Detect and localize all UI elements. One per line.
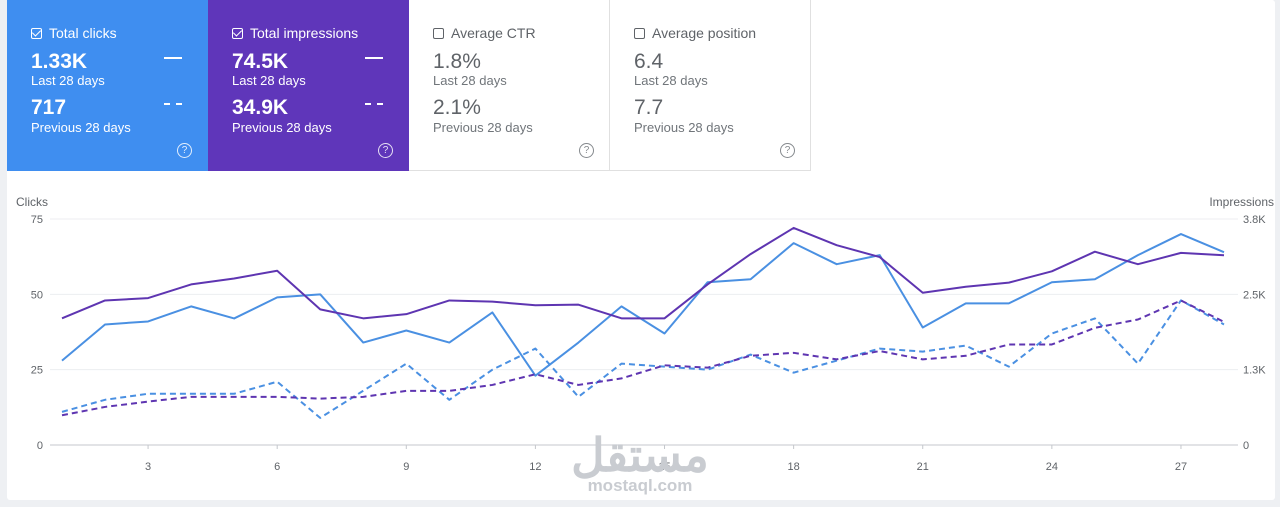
watermark-latin: mostaql.com bbox=[587, 476, 693, 495]
watermark-arabic: مستقل bbox=[571, 429, 709, 481]
y-tick-label: 50 bbox=[31, 289, 43, 301]
checkbox-icon[interactable] bbox=[31, 27, 42, 39]
y-axis-label: Clicks bbox=[16, 195, 48, 209]
card-header[interactable]: Total impressions bbox=[232, 25, 358, 41]
help-circle-icon[interactable]: ? bbox=[780, 143, 795, 158]
current-period: Last 28 days bbox=[433, 73, 507, 88]
previous-value: 717 bbox=[31, 96, 67, 119]
previous-period: Previous 28 days bbox=[31, 120, 131, 135]
solid-line-legend-icon bbox=[164, 57, 182, 59]
card-label: Average position bbox=[652, 25, 757, 41]
x-tick-label: 3 bbox=[145, 461, 151, 473]
x-tick-label: 6 bbox=[274, 461, 280, 473]
card-total-impressions[interactable]: Total impressions 74.5K Last 28 days 34.… bbox=[208, 0, 409, 171]
x-tick-label: 21 bbox=[917, 461, 929, 473]
help-circle-icon[interactable]: ? bbox=[177, 143, 192, 158]
performance-chart: 0 25 50 75 0 1.3K 2.5K 3.8K 3 6 9 12 15 18 21 24 27 Click… bbox=[16, 195, 1274, 473]
y-tick-label: 25 bbox=[31, 365, 43, 377]
dashed-line-legend-icon bbox=[164, 103, 182, 105]
x-tick-label: 18 bbox=[788, 461, 800, 473]
y2-tick-label: 0 bbox=[1243, 440, 1249, 452]
y2-tick-label: 2.5K bbox=[1243, 289, 1266, 301]
x-tick-label: 15 bbox=[658, 461, 670, 473]
previous-period: Previous 28 days bbox=[433, 120, 533, 135]
current-value: 1.33K bbox=[31, 50, 88, 73]
metric-cards: Total clicks 1.33K Last 28 days 717 Prev… bbox=[7, 0, 811, 171]
series-line-0 bbox=[61, 233, 1225, 377]
y2-axis-label: Impressions bbox=[1209, 195, 1274, 209]
series-line-1 bbox=[61, 226, 1225, 320]
x-tick-label: 24 bbox=[1046, 461, 1058, 473]
x-tick-label: 27 bbox=[1175, 461, 1187, 473]
card-total-clicks[interactable]: Total clicks 1.33K Last 28 days 717 Prev… bbox=[7, 0, 208, 171]
x-tick-label: 12 bbox=[529, 461, 541, 473]
current-period: Last 28 days bbox=[31, 73, 105, 88]
current-value: 6.4 bbox=[634, 50, 664, 73]
series-line-3 bbox=[61, 299, 1225, 417]
current-value: 74.5K bbox=[232, 50, 289, 73]
card-header[interactable]: Average position bbox=[634, 25, 756, 41]
card-label: Average CTR bbox=[451, 25, 536, 41]
dashed-line-legend-icon bbox=[365, 103, 383, 105]
help-circle-icon[interactable]: ? bbox=[579, 143, 594, 158]
card-label: Total clicks bbox=[49, 25, 117, 41]
previous-value: 7.7 bbox=[634, 96, 664, 119]
previous-period: Previous 28 days bbox=[232, 120, 332, 135]
current-period: Last 28 days bbox=[634, 73, 708, 88]
card-header[interactable]: Average CTR bbox=[433, 25, 536, 41]
previous-value: 2.1% bbox=[433, 96, 481, 119]
y-tick-label: 75 bbox=[31, 214, 43, 226]
checkbox-icon[interactable] bbox=[232, 27, 243, 39]
card-average-ctr[interactable]: Average CTR 1.8% Last 28 days 2.1% Previ… bbox=[409, 0, 610, 171]
series-line-2 bbox=[61, 299, 1225, 419]
current-period: Last 28 days bbox=[232, 73, 306, 88]
x-tick-label: 9 bbox=[403, 461, 409, 473]
solid-line-legend-icon bbox=[365, 57, 383, 59]
checkbox-icon[interactable] bbox=[634, 27, 645, 39]
y2-tick-label: 3.8K bbox=[1243, 214, 1266, 226]
card-label: Total impressions bbox=[250, 25, 359, 41]
previous-period: Previous 28 days bbox=[634, 120, 734, 135]
previous-value: 34.9K bbox=[232, 96, 289, 119]
current-value: 1.8% bbox=[433, 50, 481, 73]
card-average-position[interactable]: Average position 6.4 Last 28 days 7.7 Pr… bbox=[610, 0, 811, 171]
help-circle-icon[interactable]: ? bbox=[378, 143, 393, 158]
card-header[interactable]: Total clicks bbox=[31, 25, 117, 41]
checkbox-icon[interactable] bbox=[433, 27, 444, 39]
y2-tick-label: 1.3K bbox=[1243, 365, 1266, 377]
y-tick-label: 0 bbox=[37, 440, 43, 452]
